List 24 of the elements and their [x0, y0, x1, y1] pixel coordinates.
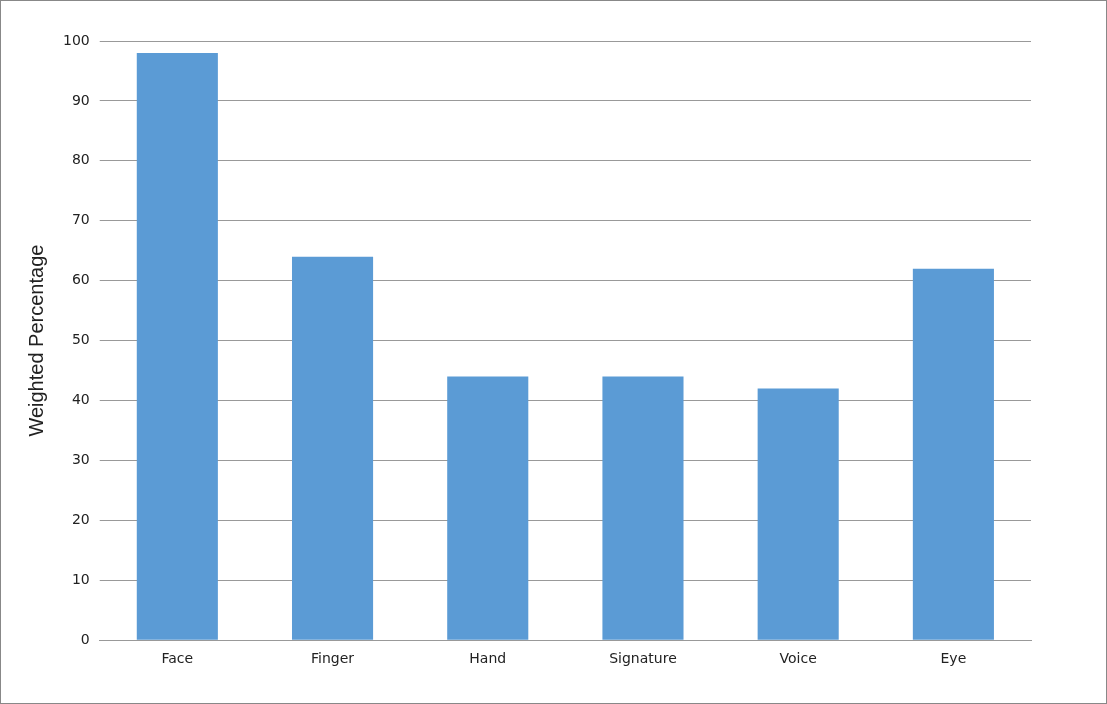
y-tick-label: 90 — [71, 91, 90, 108]
bar — [136, 52, 218, 640]
y-tick-label: 50 — [71, 331, 90, 348]
y-tick-label: 20 — [71, 511, 90, 527]
x-tick-label: Eye — [940, 650, 967, 667]
bar — [291, 256, 374, 640]
y-tick-label: 10 — [71, 570, 90, 587]
x-tick-label: Face — [161, 650, 194, 667]
y-axis-title: Weighted Percentage — [24, 244, 47, 437]
x-tick-label: Finger — [311, 650, 355, 667]
y-tick-label: 30 — [71, 451, 90, 468]
bar — [447, 376, 529, 640]
y-tick-label: 40 — [71, 391, 90, 408]
bar — [757, 388, 839, 640]
y-tick-label: 60 — [71, 271, 90, 288]
y-tick-label: 80 — [71, 151, 90, 168]
bar — [602, 376, 684, 640]
y-tick-label: 0 — [80, 630, 90, 647]
bar — [912, 268, 994, 640]
x-tick-label: Voice — [779, 650, 817, 667]
y-tick-label: 100 — [62, 31, 90, 48]
y-tick-label: 70 — [71, 211, 90, 228]
x-tick-label: Hand — [469, 650, 507, 667]
x-tick-label: Signature — [609, 650, 677, 667]
